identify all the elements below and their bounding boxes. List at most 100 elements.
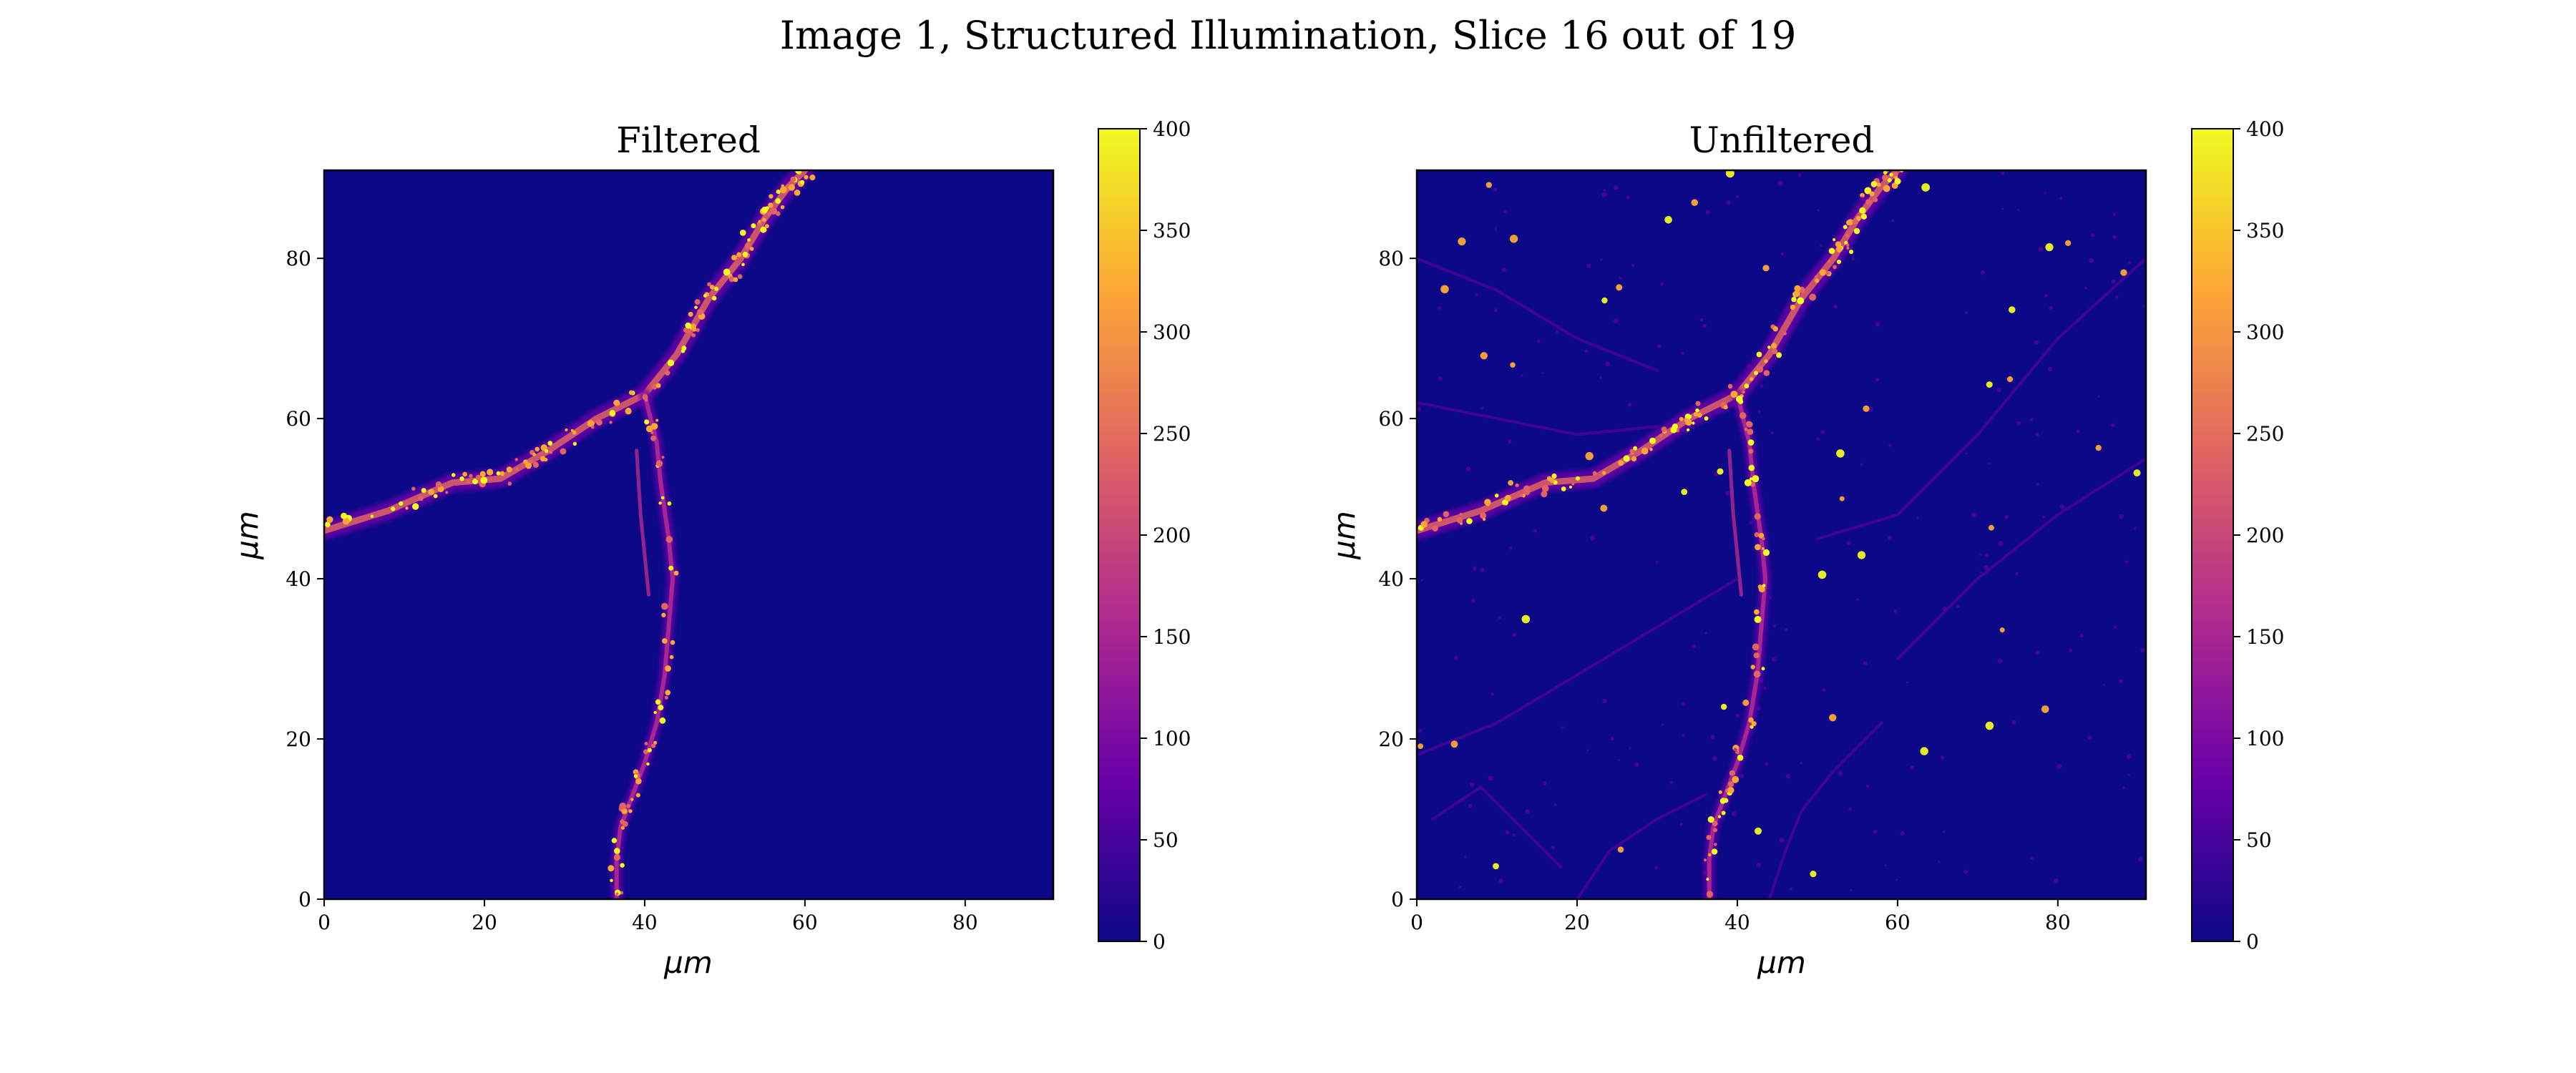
background-punctum	[2042, 515, 2046, 519]
bright-spot	[688, 311, 693, 317]
background-punctum	[1508, 480, 1514, 486]
bright-spot	[1889, 172, 1893, 177]
bright-spot	[664, 695, 668, 700]
background-punctum	[1851, 257, 1855, 261]
background-punctum	[1682, 702, 1686, 706]
bright-spot	[405, 506, 409, 510]
background-punctum	[2038, 246, 2044, 252]
background-punctum	[1657, 344, 1661, 348]
bright-spot	[733, 277, 738, 283]
background-punctum	[1468, 803, 1473, 808]
bright-spot	[1751, 721, 1757, 727]
bright-spot	[391, 506, 396, 511]
background-punctum	[2110, 423, 2115, 427]
background-punctum	[2004, 514, 2009, 519]
bright-spot	[767, 212, 771, 216]
bright-spot	[1845, 233, 1849, 238]
bright-spot	[1767, 346, 1771, 349]
bright-spot	[1752, 643, 1760, 651]
bright-spot	[788, 184, 796, 191]
background-punctum	[1512, 833, 1516, 836]
bright-spot	[1836, 259, 1841, 265]
background-punctum	[2045, 243, 2054, 252]
background-punctum	[1735, 569, 1738, 572]
background-punctum	[1600, 504, 1608, 512]
bright-spot	[560, 448, 567, 455]
background-punctum	[1617, 758, 1621, 762]
plot-frame	[323, 169, 1055, 901]
bright-spot	[1873, 197, 1878, 202]
bright-spot	[545, 449, 549, 454]
background-punctum	[1736, 195, 1739, 198]
background-punctum	[1789, 887, 1792, 891]
background-punctum	[1586, 749, 1589, 752]
bright-spot	[645, 425, 653, 433]
colorbar	[2191, 128, 2234, 942]
bright-spot	[496, 471, 501, 476]
bright-spot	[1783, 332, 1787, 335]
bright-spot	[1723, 405, 1728, 410]
bright-spot	[1561, 486, 1566, 491]
background-punctum	[1655, 560, 1659, 564]
bright-spot	[514, 458, 518, 461]
background-punctum	[1863, 661, 1868, 666]
background-punctum	[1997, 658, 2003, 664]
bright-spot	[1661, 426, 1667, 432]
bright-spot	[370, 514, 374, 518]
bright-spot	[1432, 525, 1438, 531]
bright-spot	[1633, 446, 1638, 451]
x-tick-label: 40	[632, 911, 658, 934]
background-punctum	[1956, 604, 1960, 608]
bright-spot	[694, 299, 701, 305]
background-punctum	[1586, 263, 1591, 268]
bright-spot	[681, 346, 687, 351]
bright-spot	[769, 194, 774, 199]
background-punctum	[1875, 321, 1880, 327]
bright-spot	[1749, 477, 1753, 481]
bright-spot	[1420, 521, 1428, 528]
background-punctum	[1810, 871, 1817, 878]
bright-spot	[790, 176, 796, 182]
background-punctum	[1473, 566, 1477, 571]
y-axis: 0 20 40 60 80	[286, 247, 324, 911]
background-punctum	[1900, 831, 1905, 836]
bright-spot	[660, 496, 665, 500]
bright-spot	[1706, 891, 1714, 898]
bright-spot	[1697, 412, 1702, 418]
background-punctum	[1601, 192, 1607, 197]
bright-spot	[744, 242, 752, 250]
background-punctum	[2112, 235, 2117, 240]
bright-spot	[775, 198, 781, 204]
background-punctum	[1712, 755, 1717, 761]
bright-spot	[653, 740, 658, 745]
background-punctum	[1661, 723, 1664, 726]
bright-spot	[731, 255, 737, 260]
background-punctum	[1863, 405, 1870, 412]
bright-spot	[480, 476, 488, 484]
background-punctum	[1988, 524, 1994, 531]
background-punctum	[1619, 277, 1622, 280]
background-punctum	[1480, 352, 1488, 360]
colorbar-tick-label: 150	[1153, 625, 1191, 649]
bright-spot	[1727, 383, 1733, 389]
bright-spot	[1814, 275, 1818, 279]
background-punctum	[2049, 306, 2053, 310]
bright-spot	[1762, 584, 1766, 588]
background-punctum	[1585, 451, 1594, 461]
bright-spot	[1853, 227, 1860, 235]
background-punctum	[2036, 482, 2039, 486]
x-axis: 0 20 40 60 80	[318, 899, 978, 934]
background-punctum	[1692, 644, 1697, 649]
background-punctum	[1777, 180, 1783, 186]
bright-spot	[466, 479, 471, 484]
bright-spot	[1754, 513, 1761, 520]
background-punctum	[1590, 535, 1596, 541]
y-tick-label: 40	[1378, 567, 1404, 591]
bright-spot	[673, 570, 679, 576]
bright-spot	[668, 565, 674, 571]
bright-spot	[1764, 359, 1768, 363]
y-tick-label: 60	[1378, 407, 1404, 431]
background-punctum	[1859, 196, 1865, 202]
background-punctum	[2120, 269, 2127, 276]
background-punctum	[1605, 361, 1610, 367]
